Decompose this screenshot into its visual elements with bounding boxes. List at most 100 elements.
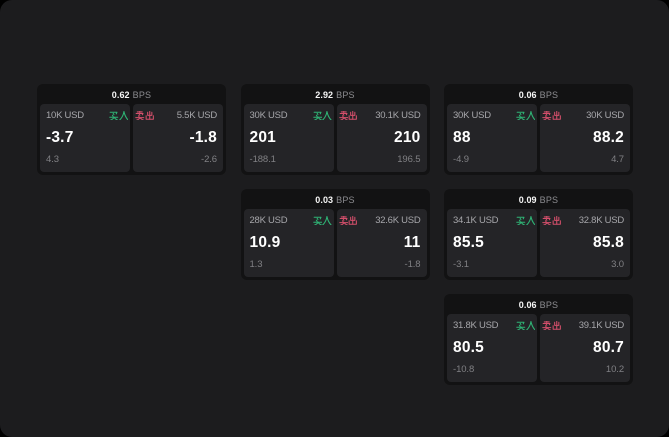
sell-price: 80.7 — [593, 339, 624, 356]
sell-label-icon — [542, 320, 561, 331]
buy-quote-button[interactable]: 28K USD 10.9 1.3 — [243, 209, 334, 277]
buy-label-icon — [312, 110, 332, 121]
bps-value: 0.06 — [518, 300, 537, 310]
buy-label-icon — [312, 215, 332, 226]
buy-amount: 30K USD — [453, 110, 491, 121]
buy-amount: 28K USD — [249, 215, 288, 226]
bps-value: 0.03 — [315, 195, 334, 205]
sell-label-icon — [135, 110, 154, 121]
bps-unit-label: BPS — [539, 300, 559, 310]
sell-delta: 10.2 — [605, 364, 624, 375]
card-header: 0.06 BPS — [444, 294, 633, 314]
quote-card: 0.62 BPS 10K USD -3.7 4.3 5.5K USD — [37, 84, 226, 175]
card-header: 0.03 BPS — [241, 189, 430, 209]
sell-delta: 196.5 — [397, 154, 421, 165]
card-body: 30K USD 201 -188.1 30.1K USD 210 196.5 — [241, 104, 430, 175]
quote-card: 0.06 BPS 31.8K USD 80.5 -10.8 39.1K USD — [444, 294, 633, 385]
bps-unit-label: BPS — [539, 90, 559, 100]
sell-amount: 30.1K USD — [375, 110, 421, 121]
sell-quote-button[interactable]: 30K USD 88.2 4.7 — [540, 104, 630, 172]
buy-amount: 34.1K USD — [453, 215, 499, 226]
buy-delta: 1.3 — [249, 259, 263, 270]
sell-price: -1.8 — [189, 129, 217, 146]
buy-panel-top: 34.1K USD — [453, 215, 535, 226]
buy-price: 10.9 — [249, 234, 281, 251]
sell-quote-button[interactable]: 5.5K USD -1.8 -2.6 — [133, 104, 223, 172]
buy-panel-top: 30K USD — [453, 110, 535, 121]
buy-quote-button[interactable]: 30K USD 88 -4.9 — [447, 104, 537, 172]
card-body: 30K USD 88 -4.9 30K USD 88.2 4.7 — [444, 104, 633, 175]
sell-price: 85.8 — [593, 234, 624, 251]
bps-value: 0.06 — [518, 90, 537, 100]
buy-delta: -10.8 — [453, 364, 475, 375]
bps-unit-label: BPS — [336, 195, 355, 205]
sell-label-icon — [542, 110, 561, 121]
bps-unit-label: BPS — [336, 90, 355, 100]
sell-quote-button[interactable]: 39.1K USD 80.7 10.2 — [540, 314, 630, 382]
sell-label-icon — [338, 215, 358, 226]
sell-price: 11 — [403, 234, 421, 251]
card-body: 28K USD 10.9 1.3 32.6K USD 11 -1.8 — [241, 209, 430, 280]
buy-delta: 4.3 — [46, 154, 59, 165]
card-body: 31.8K USD 80.5 -10.8 39.1K USD 80.7 10.2 — [444, 314, 633, 385]
buy-delta: -4.9 — [453, 154, 469, 165]
buy-label-icon — [516, 215, 535, 226]
sell-amount: 30K USD — [586, 110, 624, 121]
bps-unit-label: BPS — [132, 90, 152, 100]
sell-label-icon — [542, 215, 561, 226]
quote-card: 0.06 BPS 30K USD 88 -4.9 30K USD — [444, 84, 633, 175]
sell-quote-button[interactable]: 32.8K USD 85.8 3.0 — [540, 209, 630, 277]
buy-delta: -3.1 — [453, 259, 469, 270]
buy-quote-button[interactable]: 34.1K USD 85.5 -3.1 — [447, 209, 537, 277]
sell-price: 210 — [394, 129, 421, 146]
quote-card-grid: 0.62 BPS 10K USD -3.7 4.3 5.5K USD — [37, 84, 633, 385]
buy-quote-button[interactable]: 30K USD 201 -188.1 — [243, 104, 334, 172]
bps-value: 2.92 — [315, 90, 334, 100]
sell-amount: 32.6K USD — [375, 215, 421, 226]
buy-price: 85.5 — [453, 234, 484, 251]
sell-panel-top: 39.1K USD — [542, 320, 624, 331]
buy-amount: 10K USD — [46, 110, 84, 121]
quote-card: 0.09 BPS 34.1K USD 85.5 -3.1 32.8K USD — [444, 189, 633, 280]
sell-label-icon — [338, 110, 358, 121]
sell-panel-top: 32.8K USD — [542, 215, 624, 226]
buy-amount: 31.8K USD — [453, 320, 499, 331]
bps-value: 0.09 — [518, 195, 537, 205]
buy-price: 201 — [249, 129, 276, 146]
buy-quote-button[interactable]: 31.8K USD 80.5 -10.8 — [447, 314, 537, 382]
buy-panel-top: 31.8K USD — [453, 320, 535, 331]
sell-panel-top: 5.5K USD — [135, 110, 217, 121]
buy-panel-top: 28K USD — [250, 215, 332, 226]
sell-quote-button[interactable]: 32.6K USD 11 -1.8 — [336, 209, 427, 277]
sell-price: 88.2 — [593, 129, 624, 146]
quote-card: 0.03 BPS 28K USD 10.9 1.3 32.6K USD — [240, 189, 430, 280]
buy-price: -3.7 — [46, 129, 74, 146]
sell-delta: 3.0 — [611, 259, 624, 270]
buy-delta: -188.1 — [249, 154, 276, 165]
sell-amount: 32.8K USD — [578, 215, 625, 226]
sell-panel-top: 30.1K USD — [338, 110, 421, 121]
sell-panel-top: 30K USD — [542, 110, 624, 121]
sell-panel-top: 32.6K USD — [338, 215, 421, 226]
buy-amount: 30K USD — [249, 110, 288, 121]
buy-price: 88 — [453, 129, 471, 146]
sell-delta: -2.6 — [201, 154, 217, 165]
buy-price: 80.5 — [453, 339, 484, 356]
card-header: 2.92 BPS — [241, 84, 430, 104]
card-body: 34.1K USD 85.5 -3.1 32.8K USD 85.8 3.0 — [444, 209, 633, 280]
buy-panel-top: 10K USD — [46, 110, 128, 121]
sell-amount: 39.1K USD — [578, 320, 625, 331]
buy-label-icon — [516, 320, 535, 331]
buy-panel-top: 30K USD — [250, 110, 332, 121]
quote-card: 2.92 BPS 30K USD 201 -188.1 30.1K USD — [240, 84, 430, 175]
bps-value: 0.62 — [111, 90, 130, 100]
sell-delta: 4.7 — [611, 154, 624, 165]
card-header: 0.09 BPS — [444, 189, 633, 209]
buy-quote-button[interactable]: 10K USD -3.7 4.3 — [40, 104, 130, 172]
card-body: 10K USD -3.7 4.3 5.5K USD -1.8 -2.6 — [37, 104, 226, 175]
card-header: 0.62 BPS — [37, 84, 226, 104]
sell-delta: -1.8 — [404, 259, 421, 270]
sell-quote-button[interactable]: 30.1K USD 210 196.5 — [336, 104, 427, 172]
card-header: 0.06 BPS — [444, 84, 633, 104]
